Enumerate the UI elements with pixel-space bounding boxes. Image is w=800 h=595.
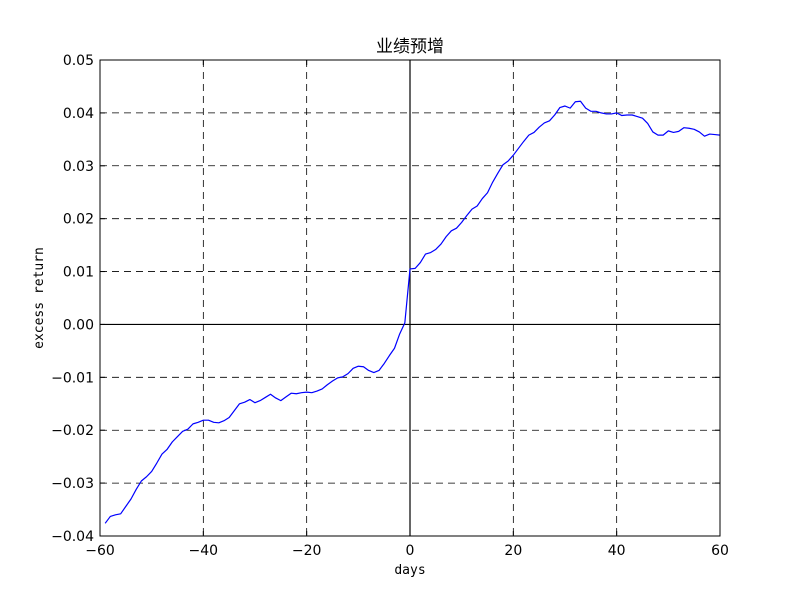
x-axis-label: days	[394, 563, 425, 578]
x-tick-label: 20	[504, 543, 522, 559]
y-tick-label: −0.03	[51, 476, 94, 492]
x-tick-label: 40	[608, 543, 626, 559]
x-tick-label: −40	[189, 543, 219, 559]
y-tick-label: −0.04	[51, 529, 94, 545]
x-tick-label: −20	[292, 543, 322, 559]
y-tick-label: 0.02	[63, 212, 94, 228]
chart-title: 业绩预增	[376, 37, 444, 57]
y-axis-label: excess return	[32, 247, 47, 349]
ticks: −60 −40 −20 0 20 40 60 −0.04 −0.03 −0.02 −0.01 0.00…	[51, 53, 729, 559]
series-line-excess-return	[104, 100, 721, 524]
x-tick-label: 60	[711, 543, 729, 559]
y-tick-label: 0.01	[63, 265, 94, 281]
y-tick-label: 0.04	[63, 106, 94, 122]
reference-lines	[100, 60, 720, 536]
series-layer	[104, 100, 721, 524]
y-tick-label: 0.05	[63, 53, 94, 69]
y-tick-label: 0.00	[63, 317, 94, 333]
y-tick-label: −0.02	[51, 423, 94, 439]
x-tick-label: 0	[406, 543, 415, 559]
x-tick-label: −60	[85, 543, 115, 559]
y-tick-label: 0.03	[63, 159, 94, 175]
y-tick-label: −0.01	[51, 370, 94, 386]
